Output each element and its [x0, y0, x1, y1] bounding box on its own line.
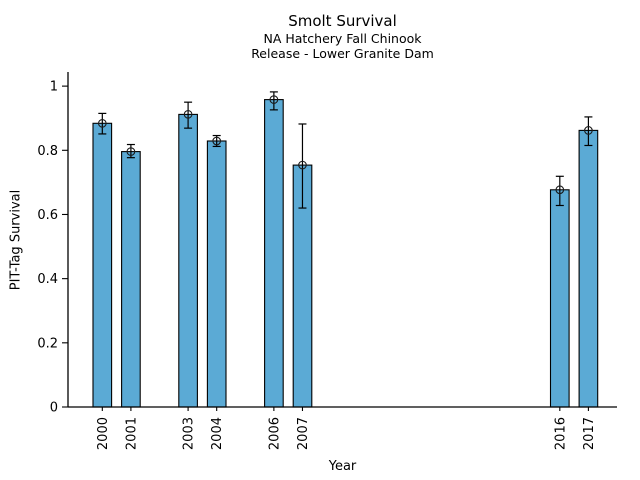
- bar-2000: [92, 122, 113, 408]
- y-tick-label-0: 0: [50, 401, 58, 416]
- point-marker-2007: [298, 160, 307, 170]
- point-marker-2000: [97, 118, 107, 128]
- point-marker-2003: [183, 110, 193, 119]
- chart-title: Smolt Survival: [288, 12, 397, 30]
- bar-2001: [121, 151, 141, 408]
- y-tick-label-0.4: 0.4: [37, 272, 58, 287]
- bar-2006: [264, 99, 284, 408]
- point-marker-2006: [269, 95, 279, 104]
- point-marker-2017: [584, 126, 593, 135]
- bar-2016: [549, 189, 570, 408]
- bar-2003: [178, 113, 198, 408]
- x-tick-label-2000: 2000: [96, 417, 111, 450]
- x-tick-label-2006: 2006: [267, 417, 282, 450]
- chart-subtitle-line2: Release - Lower Granite Dam: [251, 46, 434, 61]
- bar-2004: [206, 140, 227, 408]
- x-tick-label-2007: 2007: [296, 417, 311, 450]
- chart-subtitle-line1: NA Hatchery Fall Chinook: [263, 31, 422, 46]
- y-tick-label-1: 1: [50, 80, 58, 95]
- x-axis-label: Year: [328, 459, 357, 474]
- x-tick-label-2016: 2016: [553, 417, 568, 450]
- y-tick-label-0.2: 0.2: [37, 336, 58, 351]
- point-marker-2001: [126, 147, 136, 156]
- point-marker-2004: [212, 136, 222, 146]
- y-axis-label: PIT-Tag Survival: [8, 189, 24, 291]
- y-tick-label-0.8: 0.8: [37, 144, 58, 159]
- x-tick-label-2004: 2004: [210, 417, 225, 450]
- y-tick-label-0.6: 0.6: [37, 208, 58, 223]
- x-tick-label-2001: 2001: [124, 417, 139, 450]
- x-tick-label-2003: 2003: [182, 417, 197, 450]
- point-marker-2016: [555, 185, 565, 195]
- bar-2017: [578, 129, 599, 408]
- x-tick-label-2017: 2017: [582, 417, 597, 450]
